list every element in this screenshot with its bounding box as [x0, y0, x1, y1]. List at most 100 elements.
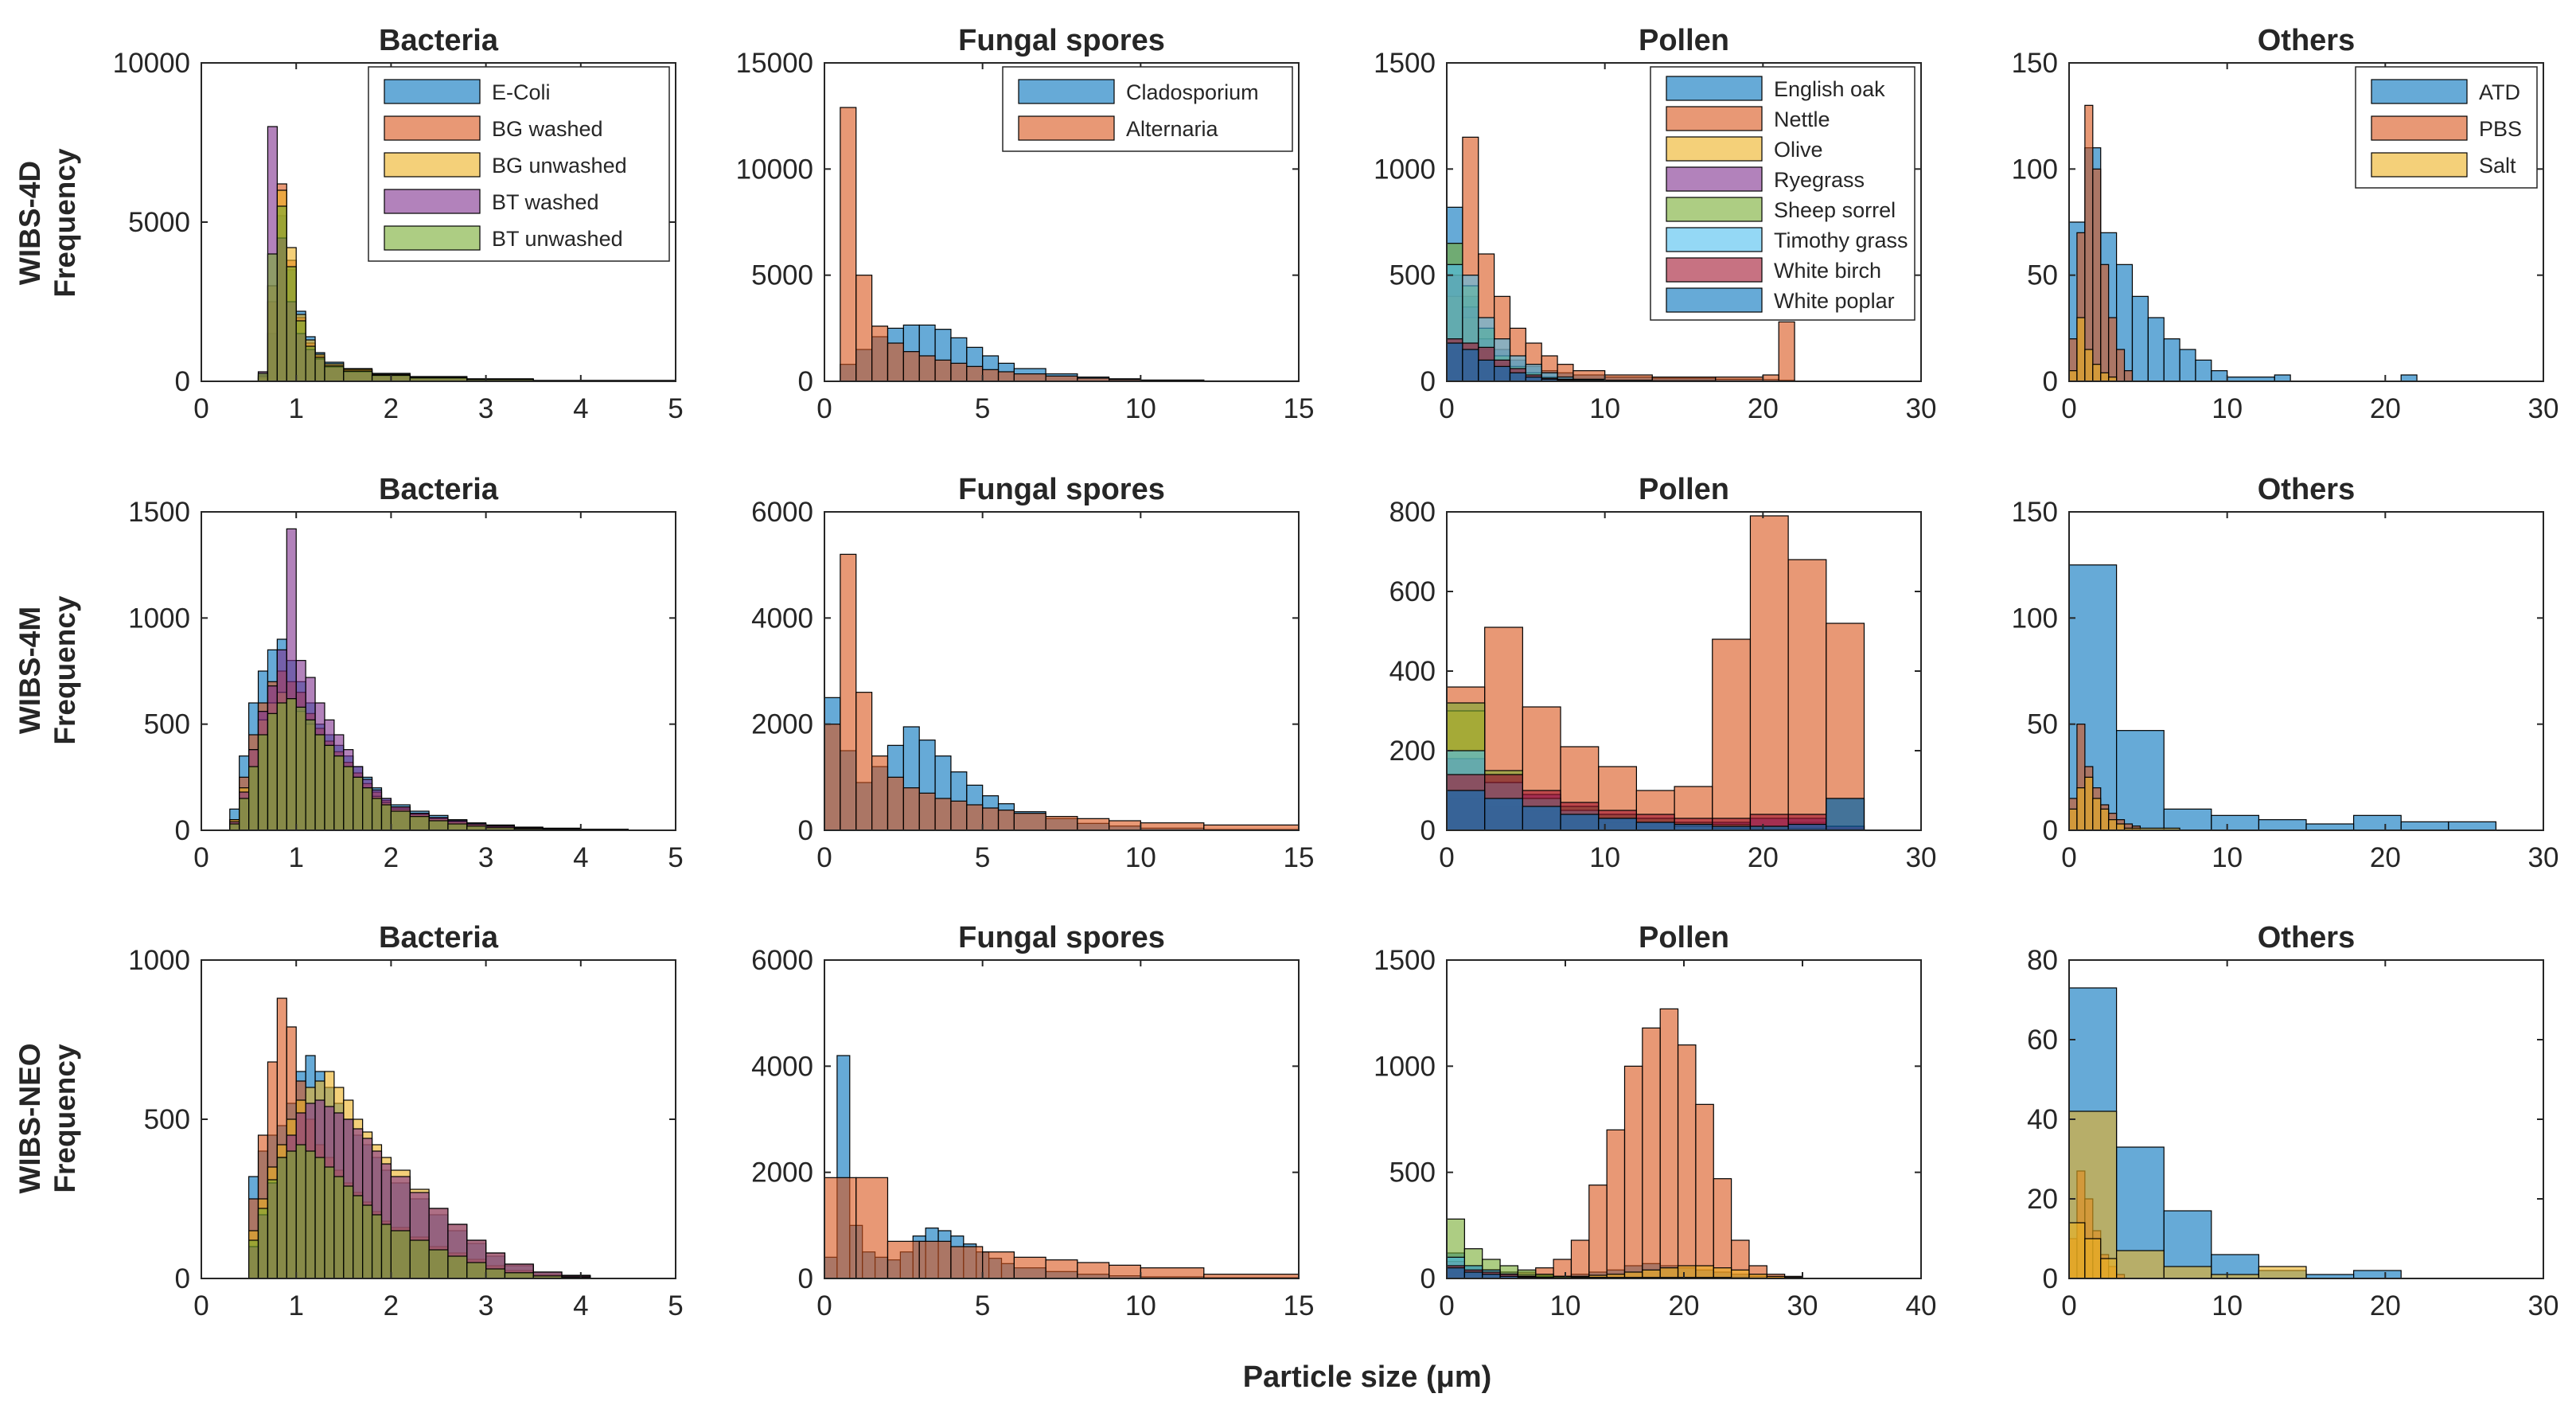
y-tick-label: 400 — [1389, 656, 1436, 687]
panel-title: Pollen — [1639, 24, 1729, 57]
y-tick-label: 500 — [1389, 1157, 1436, 1189]
bar-bt-unwashed — [276, 702, 287, 830]
bar-bt-unwashed — [305, 1150, 316, 1278]
x-tick-label: 0 — [193, 1290, 208, 1321]
panel-title: Others — [2258, 473, 2355, 506]
bar-nettle — [1642, 1027, 1661, 1278]
bar-olive — [1659, 1267, 1679, 1278]
bar-salt — [2092, 364, 2102, 381]
bar-bt-unwashed — [409, 1239, 430, 1278]
bar-bt-unwashed — [267, 1179, 278, 1278]
bar-alternaria — [887, 776, 904, 830]
bar-white-poplar — [1787, 823, 1827, 830]
x-tick-label: 5 — [668, 842, 683, 873]
x-tick-label: 1 — [288, 393, 303, 424]
legend-entry-bt-unwashed: BT unwashed — [492, 227, 623, 251]
bar-nettle — [1623, 1065, 1643, 1278]
x-tick-label: 0 — [816, 1290, 832, 1321]
legend-swatch — [384, 79, 481, 104]
legend-entry-timothy-grass: Timothy grass — [1774, 228, 1908, 252]
bar-nettle — [1695, 1103, 1714, 1278]
bar-white-poplar — [1462, 349, 1479, 381]
bar-alternaria — [902, 787, 920, 830]
bar-nettle — [1659, 1008, 1679, 1278]
bar-white-poplar — [1509, 372, 1526, 381]
bar-atd — [2305, 823, 2355, 830]
legend-swatch — [1666, 136, 1763, 162]
x-tick-label: 30 — [1787, 1290, 1818, 1321]
bar-atd — [2211, 814, 2260, 830]
bars-r2c1 — [229, 528, 629, 830]
panel-title: Others — [2258, 921, 2355, 954]
y-tick-label: 0 — [798, 1263, 813, 1294]
axes-box — [824, 62, 1300, 382]
y-tick-label: 20 — [2027, 1184, 2058, 1215]
y-tick-label: 10000 — [113, 48, 190, 79]
bar-salt — [2116, 1250, 2165, 1278]
bar-atd — [2274, 374, 2291, 381]
y-tick-label: 500 — [144, 709, 190, 740]
bar-bt-unwashed — [267, 712, 278, 830]
row-ylabel-3: Frequency — [49, 1044, 81, 1193]
bar-bt-unwashed — [371, 798, 383, 830]
bar-bt-unwashed — [333, 1176, 345, 1278]
bar-alternaria — [918, 1240, 952, 1278]
y-tick-label: 500 — [144, 1104, 190, 1135]
bar-pbs — [2092, 168, 2102, 381]
axes-box — [824, 511, 1300, 831]
bar-bt-unwashed — [229, 823, 240, 830]
x-tick-label: 5 — [668, 393, 683, 424]
row-instrument-3: WIBS-NEO — [14, 1043, 46, 1193]
x-tick-label: 0 — [2061, 393, 2076, 424]
x-tick-label: 0 — [2061, 842, 2076, 873]
bar-bt-unwashed — [343, 1185, 354, 1278]
y-tick-label: 600 — [1389, 576, 1436, 607]
bar-alternaria — [918, 792, 936, 830]
legend-swatch — [384, 152, 481, 178]
bar-alternaria — [1013, 813, 1046, 830]
bar-white-poplar — [1463, 1271, 1483, 1278]
bar-nettle — [1553, 1259, 1572, 1278]
bar-alternaria — [1108, 1264, 1141, 1278]
bar-bt-unwashed — [343, 766, 354, 830]
x-tick-label: 30 — [1906, 842, 1937, 873]
bar-bt-unwashed — [324, 744, 335, 830]
bar-salt — [2258, 1266, 2307, 1278]
y-tick-label: 4000 — [751, 1051, 813, 1082]
bar-alternaria — [982, 807, 1000, 830]
legend-swatch — [1666, 197, 1763, 222]
x-tick-label: 30 — [2528, 842, 2559, 873]
bar-white-poplar — [1478, 359, 1495, 381]
bar-bt-unwashed — [447, 1255, 468, 1278]
legend-entry-sheep-sorrel: Sheep sorrel — [1774, 198, 1896, 222]
legend-swatch — [1666, 166, 1763, 192]
x-tick-label: 40 — [1906, 1290, 1937, 1321]
bar-alternaria — [1013, 1256, 1046, 1278]
x-tick-label: 3 — [478, 842, 493, 873]
bar-alternaria — [934, 359, 952, 381]
y-tick-label: 4000 — [751, 603, 813, 634]
bar-atd — [2147, 317, 2165, 381]
bar-bt-unwashed — [276, 1157, 287, 1278]
panel-title: Pollen — [1639, 473, 1729, 506]
bar-bt-unwashed — [295, 706, 306, 830]
bar-bt-unwashed — [305, 345, 316, 381]
bars-r2c3 — [1447, 515, 1865, 830]
panel-r1c1: 0 1 2 3 4 5 0 5000 10000 Bacteria E-Coli BG washed B… — [113, 24, 684, 424]
y-tick-label: 40 — [2027, 1104, 2058, 1135]
bar-bt-unwashed — [314, 1157, 325, 1278]
x-tick-label: 10 — [1125, 1290, 1156, 1321]
bar-alternaria — [871, 326, 889, 381]
bar-atd — [2131, 295, 2149, 381]
legend-swatch — [1666, 76, 1763, 101]
bar-alternaria — [855, 275, 873, 381]
bar-alternaria — [966, 365, 984, 381]
bar-nettle — [1677, 1044, 1697, 1278]
bar-bt-unwashed — [295, 320, 306, 381]
bar-salt — [2076, 787, 2086, 830]
x-tick-label: 10 — [1550, 1290, 1581, 1321]
legend-swatch — [1018, 115, 1115, 141]
x-tick-label: 20 — [2370, 842, 2401, 873]
bar-salt — [2069, 808, 2078, 830]
legend-swatch — [2371, 115, 2468, 141]
